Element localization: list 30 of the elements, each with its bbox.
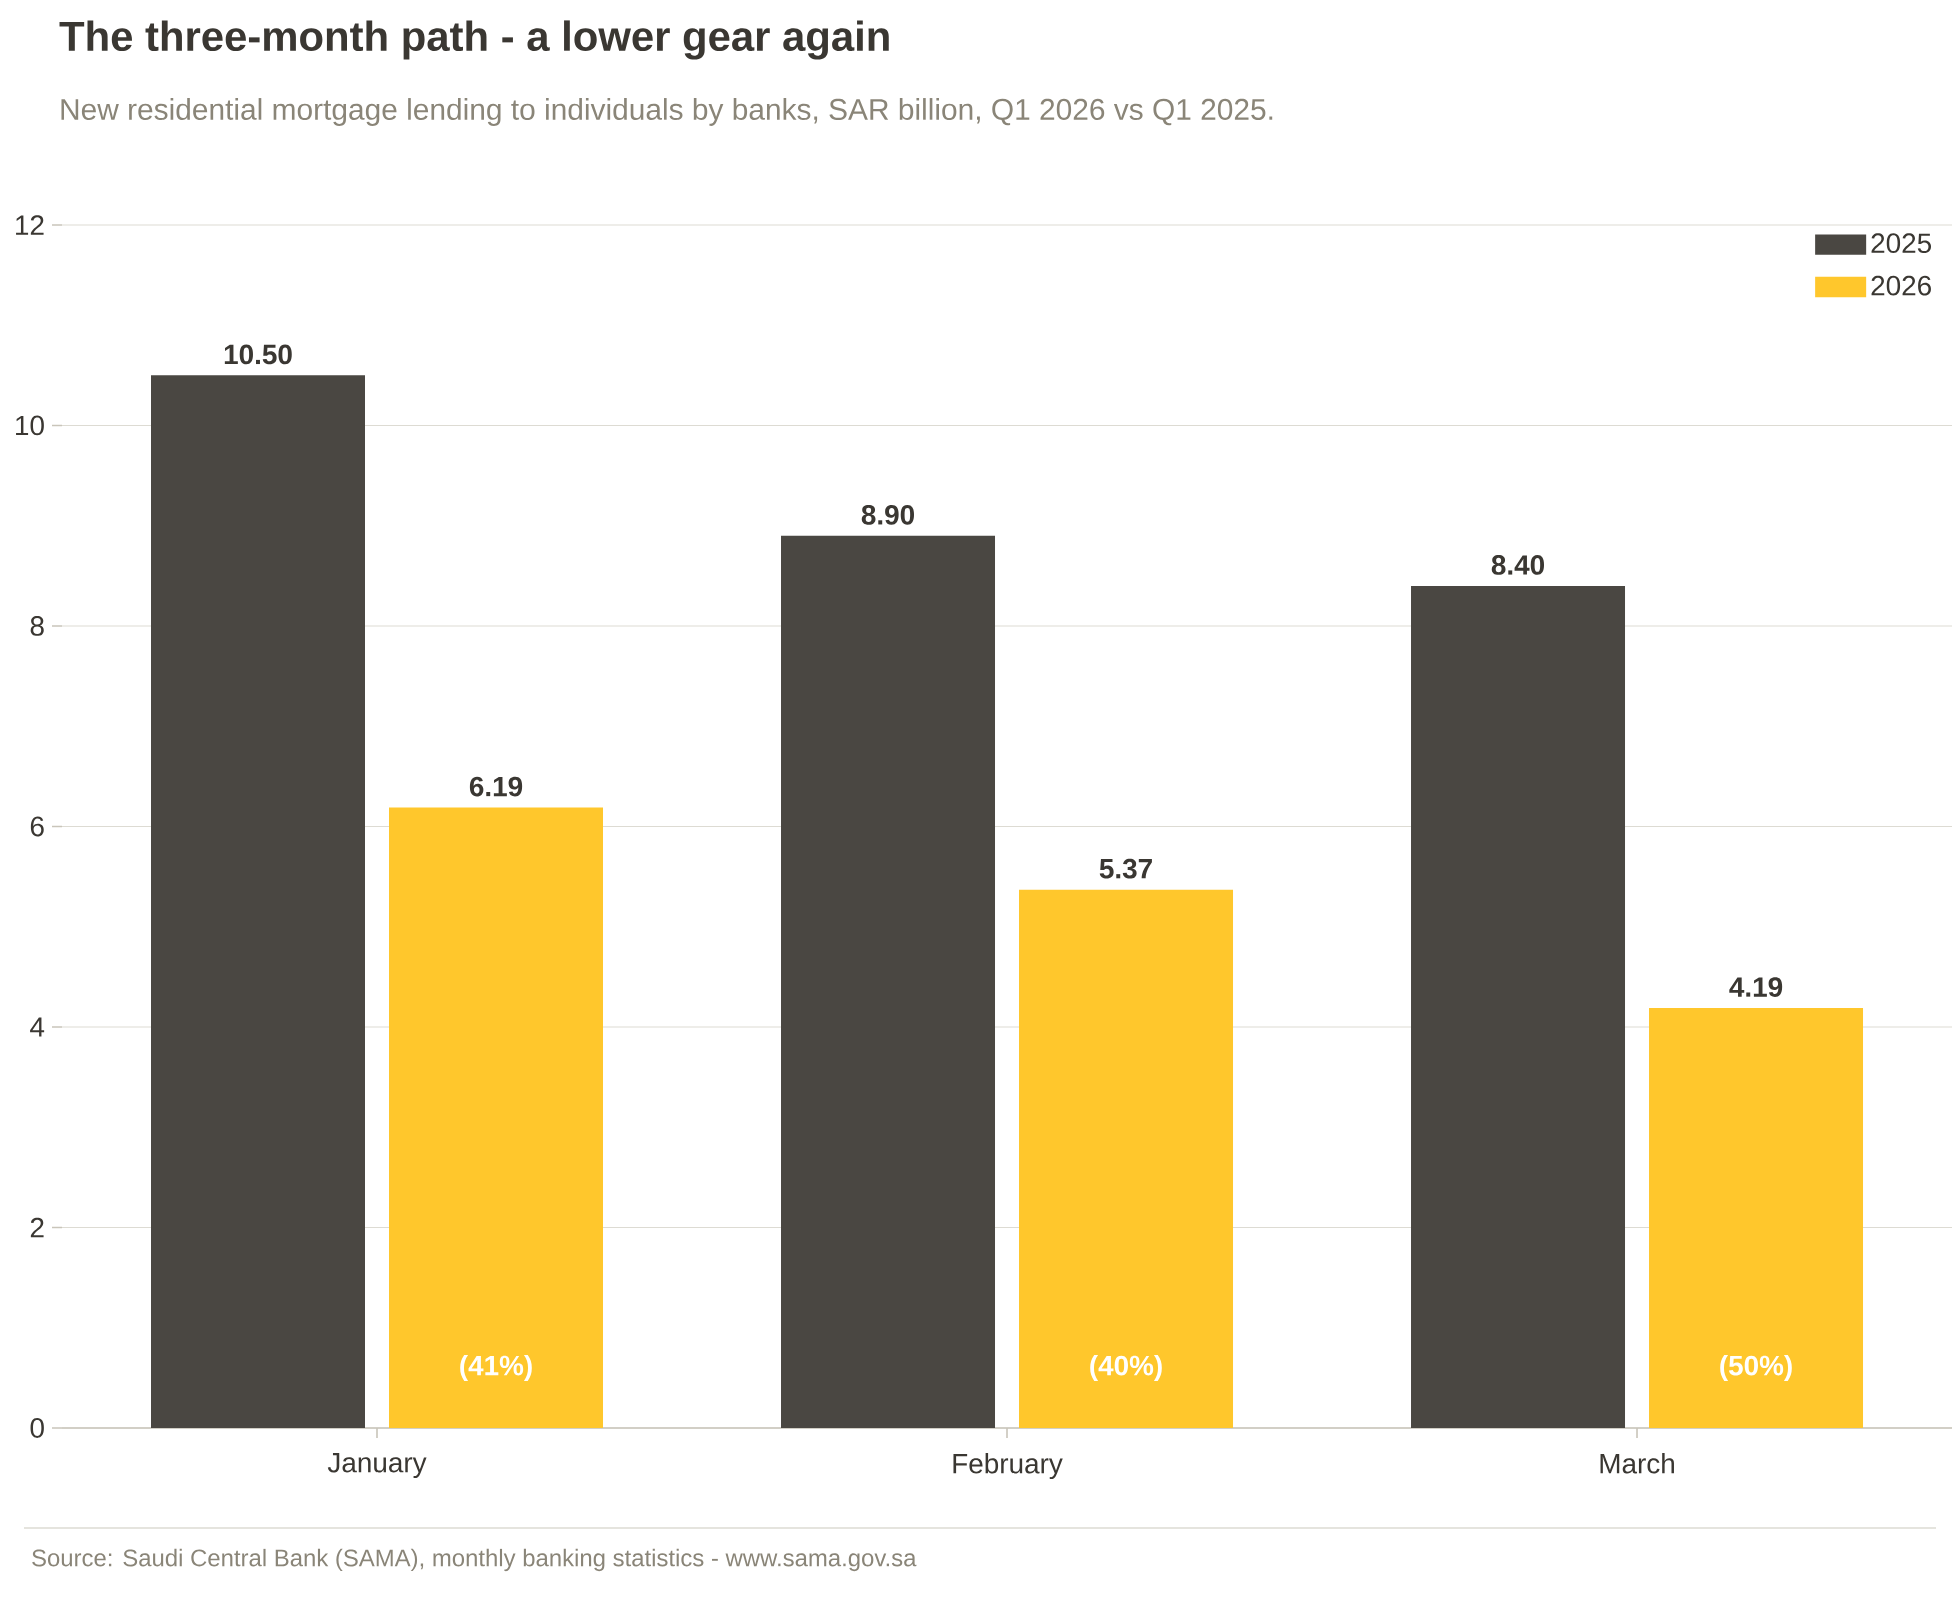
chart-subtitle: New residential mortgage lending to individuals by banks, SAR billion, Q1 2026 vs Q1 2025. <box>61 98 1273 126</box>
legend-label: 2026 <box>1871 275 1931 296</box>
annotation: (50%) <box>1720 1354 1792 1381</box>
data-label: 8.40 <box>1491 555 1545 575</box>
annotation: (41%) <box>460 1354 532 1381</box>
source-note: Source: Saudi Central Bank (SAMA), monthly banking statistics - www.sama.gov.sa <box>32 1548 917 1572</box>
y-tick-label: 6 <box>30 816 44 837</box>
y-tick-label: 4 <box>30 1017 45 1037</box>
x-tick-label: March <box>1600 1453 1674 1474</box>
data-label: 6.19 <box>469 776 523 797</box>
data-label: 5.37 <box>1099 858 1152 879</box>
chart-title: The three-month path - a lower gear again <box>59 20 889 60</box>
y-tick-label: 12 <box>16 215 44 235</box>
data-label: 8.90 <box>861 504 915 525</box>
y-tick-label: 2 <box>30 1217 44 1238</box>
legend-label: 2025 <box>1871 233 1932 254</box>
y-tick-label: 8 <box>30 616 44 636</box>
bar <box>781 535 996 1428</box>
y-tick-label: 0 <box>30 1418 44 1438</box>
bar <box>1411 585 1626 1428</box>
data-label: 4.19 <box>1729 977 1783 997</box>
bar <box>151 375 365 1428</box>
y-tick-label: 10 <box>16 415 44 436</box>
bar <box>389 807 604 1428</box>
x-tick-label: January <box>327 1453 427 1479</box>
annotation: (40%) <box>1090 1354 1162 1381</box>
x-tick-label: February <box>953 1453 1063 1480</box>
bar <box>1649 1007 1864 1428</box>
data-label: 10.50 <box>224 344 292 365</box>
bar <box>1019 889 1234 1428</box>
